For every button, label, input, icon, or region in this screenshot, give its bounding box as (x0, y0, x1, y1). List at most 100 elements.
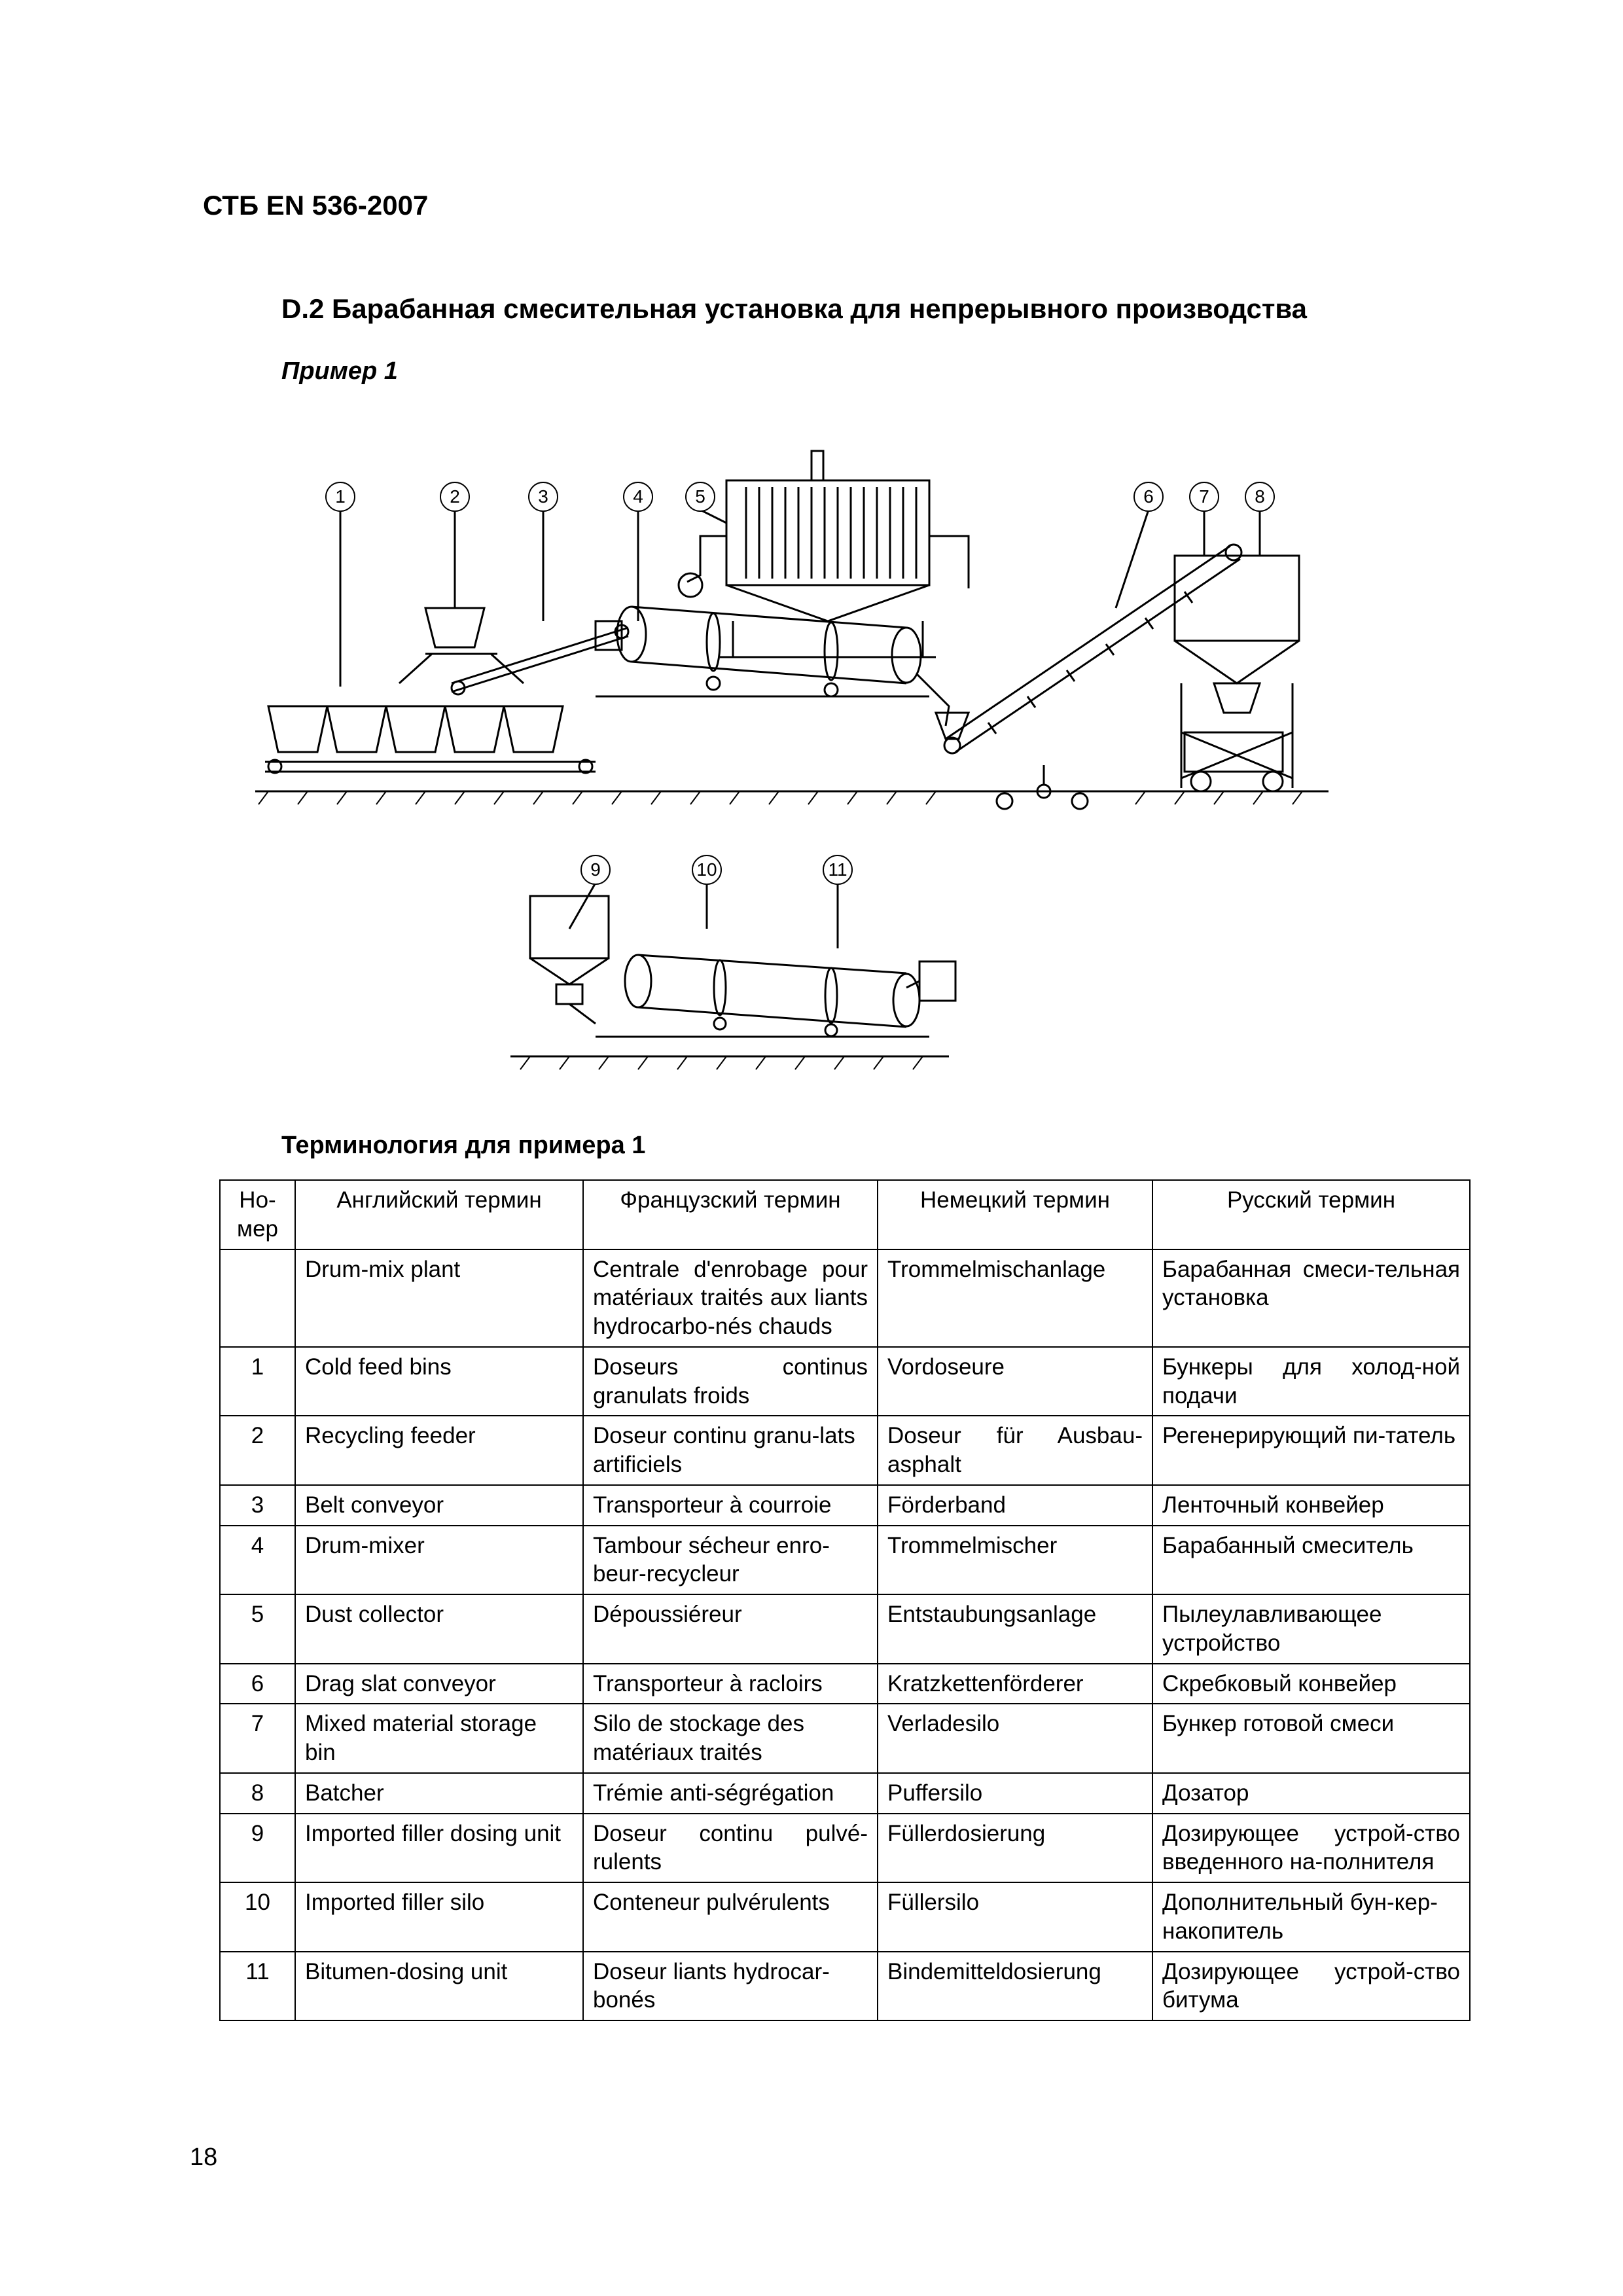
table-cell: 10 (220, 1882, 295, 1952)
col-en: Английский термин (295, 1180, 583, 1249)
table-cell: Dust collector (295, 1594, 583, 1664)
table-cell: Recycling feeder (295, 1416, 583, 1485)
callout-2: 2 (440, 482, 469, 511)
svg-text:4: 4 (633, 486, 643, 507)
table-cell: 8 (220, 1773, 295, 1814)
table-row: 9Imported filler dosing unitDoseur conti… (220, 1814, 1470, 1883)
table-cell: Puffersilo (878, 1773, 1152, 1814)
table-cell: Пылеулавливающее устройство (1152, 1594, 1470, 1664)
table-row: 8BatcherTrémie anti-ségrégationPuffersil… (220, 1773, 1470, 1814)
table-cell: Doseur liants hydrocar-bonés (583, 1952, 878, 2021)
table-cell: Drum-mixer (295, 1526, 583, 1595)
table-cell: Ленточный конвейер (1152, 1485, 1470, 1526)
diagram: 1 2 3 4 5 6 7 8 9 10 11 (229, 425, 1394, 1079)
table-cell: Регенерирующий пи-татель (1152, 1416, 1470, 1485)
table-cell: Дозатор (1152, 1773, 1470, 1814)
table-caption: Терминология для примера 1 (281, 1132, 1433, 1160)
table-cell: Trémie anti-ségrégation (583, 1773, 878, 1814)
table-row: 5Dust collectorDépoussiéreurEntstaubungs… (220, 1594, 1470, 1664)
table-cell: Дозирующее устрой-ство битума (1152, 1952, 1470, 2021)
svg-text:11: 11 (828, 859, 847, 880)
callout-4: 4 (624, 482, 652, 511)
table-cell: Doseur continu pulvé-rulents (583, 1814, 878, 1883)
callout-3: 3 (529, 482, 558, 511)
table-cell: Trommelmischer (878, 1526, 1152, 1595)
table-cell: Kratzkettenförderer (878, 1664, 1152, 1704)
table-cell: Drum-mix plant (295, 1249, 583, 1347)
callout-5: 5 (686, 482, 715, 511)
table-cell: Бункер готовой смеси (1152, 1704, 1470, 1773)
table-cell: Drag slat conveyor (295, 1664, 583, 1704)
svg-text:5: 5 (695, 486, 705, 507)
col-de: Немецкий термин (878, 1180, 1152, 1249)
table-cell: 7 (220, 1704, 295, 1773)
table-row: 7Mixed material storage binSilo de stock… (220, 1704, 1470, 1773)
col-fr: Французский термин (583, 1180, 878, 1249)
table-cell: Förderband (878, 1485, 1152, 1526)
callout-8: 8 (1245, 482, 1274, 511)
table-cell: 11 (220, 1952, 295, 2021)
table-cell: Барабанная смеси-тельная установка (1152, 1249, 1470, 1347)
table-cell: 6 (220, 1664, 295, 1704)
table-row: 3Belt conveyorTransporteur à courroieFör… (220, 1485, 1470, 1526)
section-title: D.2 Барабанная смесительная установка дл… (281, 293, 1433, 325)
callout-7: 7 (1190, 482, 1219, 511)
table-row: 4Drum-mixerTambour sécheur enro-beur-rec… (220, 1526, 1470, 1595)
table-cell: Скребковый конвейер (1152, 1664, 1470, 1704)
table-cell: Dépoussiéreur (583, 1594, 878, 1664)
col-num: Но- мер (220, 1180, 295, 1249)
table-cell: Batcher (295, 1773, 583, 1814)
table-row: 1Cold feed binsDoseurs continus granulat… (220, 1347, 1470, 1416)
svg-text:2: 2 (450, 486, 460, 507)
table-row: 6Drag slat conveyorTransporteur à racloi… (220, 1664, 1470, 1704)
table-cell: Бункеры для холод-ной подачи (1152, 1347, 1470, 1416)
table-cell: Centrale d'enrobage pour matériaux trait… (583, 1249, 878, 1347)
callout-10: 10 (692, 855, 721, 884)
svg-text:1: 1 (335, 486, 346, 507)
table-cell: Bindemitteldosierung (878, 1952, 1152, 2021)
table-cell: Дополнительный бун-кер-накопитель (1152, 1882, 1470, 1952)
table-cell: Барабанный смеситель (1152, 1526, 1470, 1595)
table-header-row: Но- мер Английский термин Французский те… (220, 1180, 1470, 1249)
example-label: Пример 1 (281, 357, 1433, 386)
table-cell: Füllerdosierung (878, 1814, 1152, 1883)
page: СТБ EN 536-2007 D.2 Барабанная смеситель… (0, 0, 1623, 2296)
table-row: 11Bitumen-dosing unitDoseur liants hydro… (220, 1952, 1470, 2021)
table-cell: 4 (220, 1526, 295, 1595)
table-row: 2Recycling feederDoseur continu granu-la… (220, 1416, 1470, 1485)
table-cell: Entstaubungsanlage (878, 1594, 1152, 1664)
callout-1: 1 (326, 482, 355, 511)
table-cell: Tambour sécheur enro-beur-recycleur (583, 1526, 878, 1595)
table-cell: Belt conveyor (295, 1485, 583, 1526)
table-cell: Vordoseure (878, 1347, 1152, 1416)
table-cell: 9 (220, 1814, 295, 1883)
table-cell: Füllersilo (878, 1882, 1152, 1952)
table-cell: Doseurs continus granulats froids (583, 1347, 878, 1416)
table-cell: Silo de stockage des matériaux traités (583, 1704, 878, 1773)
callout-9: 9 (581, 855, 610, 884)
table-cell: Doseur für Ausbau-asphalt (878, 1416, 1152, 1485)
table-cell (220, 1249, 295, 1347)
table-cell: Imported filler dosing unit (295, 1814, 583, 1883)
page-number: 18 (190, 2144, 217, 2172)
callout-6: 6 (1134, 482, 1163, 511)
table-cell: Transporteur à racloirs (583, 1664, 878, 1704)
table-cell: Imported filler silo (295, 1882, 583, 1952)
table-cell: 1 (220, 1347, 295, 1416)
svg-text:10: 10 (696, 859, 717, 880)
table-cell: Verladesilo (878, 1704, 1152, 1773)
table-cell: Conteneur pulvérulents (583, 1882, 878, 1952)
col-ru: Русский термин (1152, 1180, 1470, 1249)
svg-text:9: 9 (590, 859, 601, 880)
table-cell: 5 (220, 1594, 295, 1664)
svg-text:8: 8 (1255, 486, 1265, 507)
doc-header: СТБ EN 536-2007 (203, 190, 1433, 221)
svg-text:7: 7 (1199, 486, 1209, 507)
svg-text:3: 3 (538, 486, 548, 507)
table-cell: Bitumen-dosing unit (295, 1952, 583, 2021)
terminology-table: Но- мер Английский термин Французский те… (219, 1179, 1471, 2021)
table-cell: 2 (220, 1416, 295, 1485)
table-cell: Transporteur à courroie (583, 1485, 878, 1526)
callout-11: 11 (823, 855, 852, 884)
table-cell: Trommelmischanlage (878, 1249, 1152, 1347)
